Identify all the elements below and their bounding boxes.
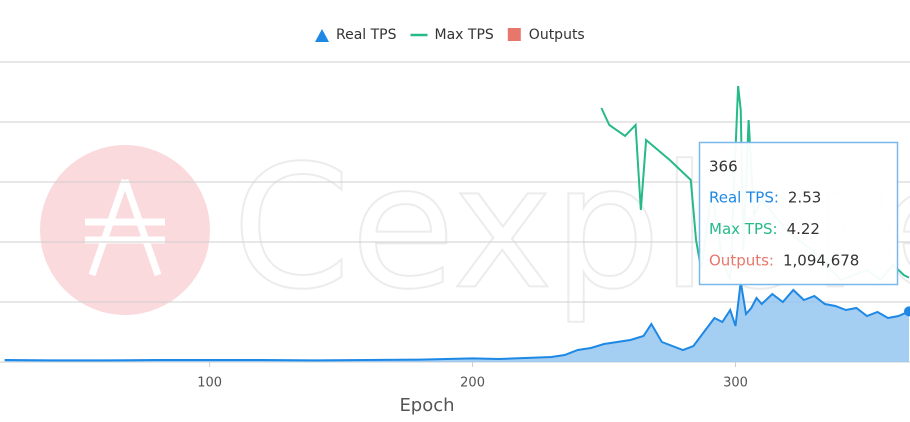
tooltip-label: Real TPS: — [709, 189, 779, 207]
watermark-logo — [40, 145, 210, 315]
x-axis-label: Epoch — [399, 395, 454, 416]
tooltip-label: Outputs: — [709, 252, 774, 270]
tooltip-label: Max TPS: — [709, 220, 778, 238]
area — [4, 282, 910, 362]
legend-label: Outputs — [529, 27, 585, 43]
tooltip: 366 Real TPS: 2.53 Max TPS: 4.22 Outputs: 1,09… — [698, 141, 899, 286]
legend-label: Real TPS — [336, 27, 397, 43]
legend-marker — [507, 28, 521, 41]
tooltip-value: 1,094,678 — [783, 252, 859, 270]
x-tick-label: 200 — [460, 376, 485, 391]
tooltip-value: 4.22 — [787, 220, 820, 238]
legend-label: Max TPS — [435, 27, 494, 43]
tooltip-title: 366 — [709, 158, 738, 176]
hover-marker — [904, 306, 910, 317]
watermark-logo-glyph — [85, 178, 165, 277]
legend-marker — [315, 29, 329, 42]
line — [4, 281, 910, 362]
tooltip-value: 2.53 — [788, 189, 821, 207]
tooltip-box — [698, 141, 899, 286]
x-tick-label: 300 — [723, 376, 748, 391]
x-tick-label: 100 — [197, 376, 222, 391]
legend: Real TPS Max TPS Outputs — [315, 27, 585, 43]
